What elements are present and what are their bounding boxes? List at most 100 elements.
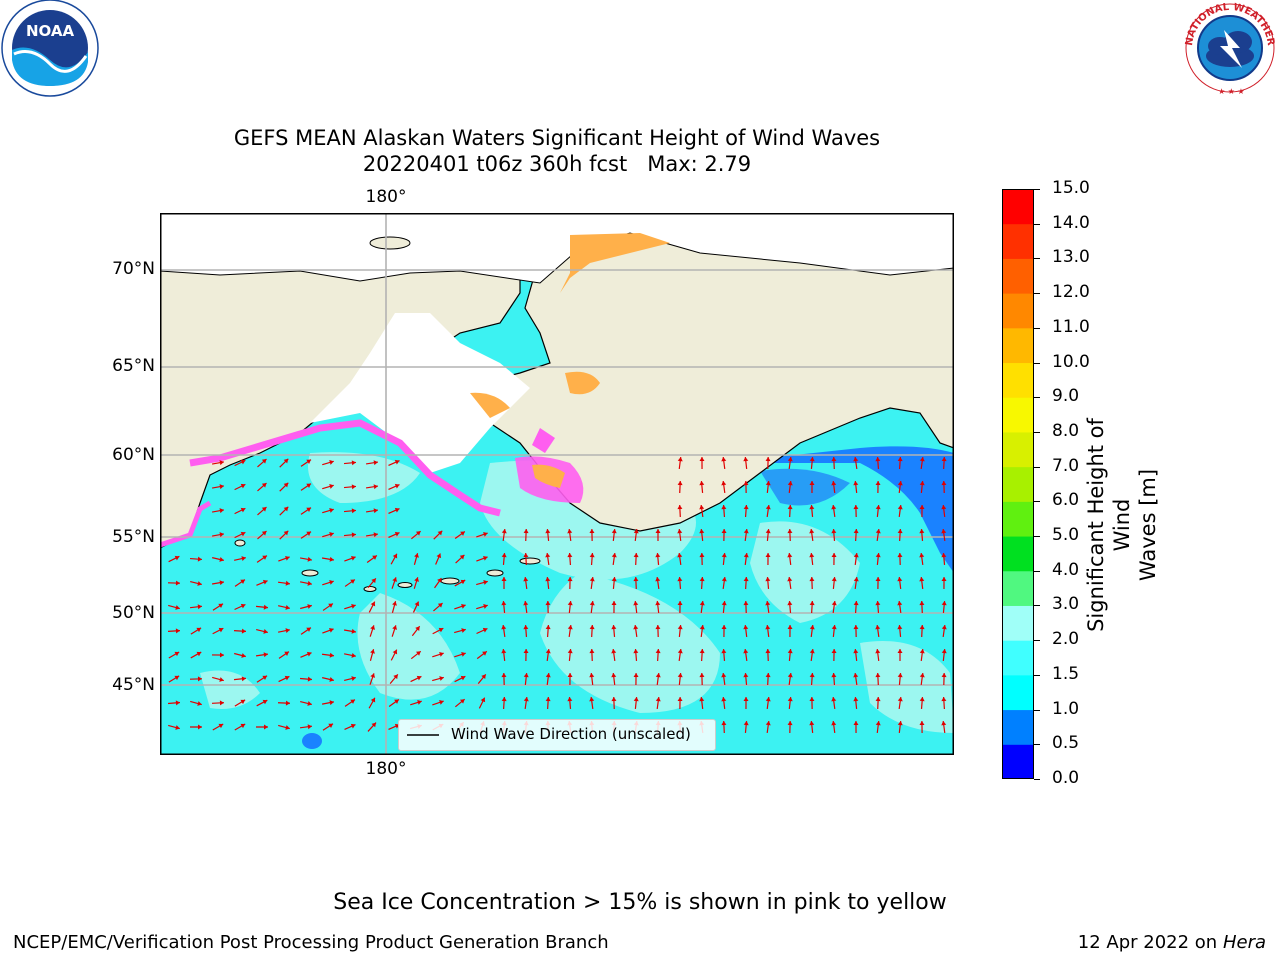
wind-wave-arrowhead bbox=[436, 553, 442, 559]
wind-wave-arrowhead bbox=[809, 697, 815, 702]
wind-wave-arrowhead bbox=[721, 697, 727, 702]
wind-wave-arrowhead bbox=[831, 625, 837, 630]
wind-wave-arrowhead bbox=[306, 627, 311, 632]
wind-wave-arrowhead bbox=[743, 529, 749, 534]
wind-wave-arrowhead bbox=[809, 625, 815, 630]
wind-wave-arrowhead bbox=[483, 531, 488, 537]
noaa-logo: NOAA bbox=[0, 0, 104, 100]
wind-wave-arrowhead bbox=[765, 553, 771, 558]
colorbar-band bbox=[1002, 466, 1034, 502]
wind-wave-arrowhead bbox=[285, 725, 290, 730]
wind-wave-arrowhead bbox=[307, 604, 312, 609]
wind-wave-arrowhead bbox=[329, 532, 334, 537]
wind-wave-arrowhead bbox=[875, 697, 881, 702]
wind-wave-arrowhead bbox=[699, 529, 705, 534]
wind-wave-arrowhead bbox=[611, 553, 617, 558]
colorbar-band bbox=[1002, 397, 1034, 433]
wind-wave-arrowhead bbox=[721, 553, 727, 558]
wind-wave-arrowhead bbox=[567, 577, 573, 582]
wind-wave-arrowhead bbox=[897, 721, 903, 726]
wind-wave-arrowhead bbox=[284, 675, 290, 681]
colorbar-band bbox=[1002, 674, 1034, 711]
wind-wave-arrowhead bbox=[765, 529, 771, 534]
wind-wave-arrowhead bbox=[197, 581, 202, 586]
wind-wave-arrowhead bbox=[351, 508, 356, 514]
wind-wave-arrowhead bbox=[501, 553, 507, 558]
wind-wave-arrowhead bbox=[831, 505, 837, 510]
colorbar-tick-label: 3.0 bbox=[1052, 594, 1080, 615]
wind-wave-arrowhead bbox=[329, 677, 334, 682]
wind-wave-arrowhead bbox=[285, 580, 290, 586]
wind-wave-arrowhead bbox=[853, 625, 859, 630]
wind-wave-arrowhead bbox=[459, 699, 465, 704]
wind-wave-arrowhead bbox=[567, 601, 573, 606]
wind-wave-arrowhead bbox=[633, 697, 639, 702]
wind-wave-arrowhead bbox=[218, 627, 224, 633]
wind-wave-arrowhead bbox=[351, 484, 356, 490]
wind-wave-arrowhead bbox=[633, 553, 639, 558]
wind-wave-arrowhead bbox=[853, 697, 859, 702]
wind-wave-arrowhead bbox=[350, 699, 355, 704]
wind-wave-arrowhead bbox=[196, 651, 202, 657]
wind-wave-arrowhead bbox=[329, 700, 334, 706]
wind-wave-arrowhead bbox=[655, 553, 661, 558]
wind-wave-arrowhead bbox=[589, 529, 595, 534]
colorbar-tick-label: 0.5 bbox=[1052, 733, 1080, 754]
wind-wave-arrowhead bbox=[480, 697, 486, 703]
wind-wave-arrowhead bbox=[699, 505, 705, 510]
bering-no-data bbox=[310, 313, 530, 473]
wind-wave-arrowhead bbox=[787, 697, 793, 702]
wind-wave-arrowhead bbox=[392, 577, 398, 582]
wind-wave-arrowhead bbox=[875, 673, 881, 678]
wind-wave-arrowhead bbox=[897, 649, 903, 654]
wind-wave-arrowhead bbox=[655, 601, 661, 606]
wind-wave-arrowhead bbox=[765, 577, 771, 582]
svg-text:★ ★ ★: ★ ★ ★ bbox=[1218, 87, 1245, 96]
wind-wave-arrowhead bbox=[392, 625, 397, 630]
wind-wave-arrowhead bbox=[351, 676, 356, 681]
wind-wave-arrowhead bbox=[721, 481, 727, 486]
wind-wave-arrowhead bbox=[831, 673, 837, 678]
wind-wave-arrowhead bbox=[787, 553, 793, 558]
wind-wave-arrowhead bbox=[787, 457, 793, 462]
wind-wave-arrowhead bbox=[611, 673, 617, 678]
wind-wave-arrowhead bbox=[743, 577, 749, 582]
wind-wave-arrowhead bbox=[743, 601, 749, 606]
wind-wave-arrowhead bbox=[501, 649, 507, 654]
wind-wave-arrowhead bbox=[589, 625, 595, 630]
wind-wave-arrowhead bbox=[263, 652, 268, 658]
wind-wave-arrowhead bbox=[545, 625, 551, 630]
wind-wave-arrowhead bbox=[831, 577, 837, 582]
wind-wave-arrowhead bbox=[219, 677, 224, 682]
wind-wave-arrowhead bbox=[897, 601, 903, 606]
wind-wave-arrowhead bbox=[897, 625, 903, 630]
wind-wave-arrowhead bbox=[677, 481, 683, 486]
colorbar-band bbox=[1002, 640, 1034, 676]
wind-wave-arrowhead bbox=[721, 673, 727, 678]
lat-label-45n: 45°N bbox=[112, 675, 155, 695]
wind-wave-arrowhead bbox=[174, 675, 180, 681]
wind-wave-arrowhead bbox=[285, 555, 290, 561]
colorbar-tick-label: 9.0 bbox=[1052, 386, 1080, 407]
wind-wave-arrowhead bbox=[809, 721, 815, 726]
wind-wave-arrowhead bbox=[677, 697, 683, 702]
wind-wave-arrowhead bbox=[765, 673, 771, 678]
wind-wave-arrowhead bbox=[809, 577, 815, 582]
wind-wave-arrowhead bbox=[611, 697, 617, 702]
wind-wave-arrowhead bbox=[307, 580, 312, 586]
colorbar-band bbox=[1002, 258, 1034, 294]
wind-wave-arrowhead bbox=[197, 556, 202, 562]
wind-wave-arrowhead bbox=[853, 529, 859, 534]
wind-wave-arrowhead bbox=[523, 553, 529, 558]
wind-wave-arrowhead bbox=[350, 723, 356, 729]
wind-wave-arrowhead bbox=[306, 531, 311, 536]
wind-wave-arrowhead bbox=[545, 601, 551, 606]
wind-wave-arrowhead bbox=[371, 578, 376, 584]
wind-wave-arrowhead bbox=[655, 577, 661, 582]
wind-wave-arrowhead bbox=[350, 579, 355, 584]
wind-wave-arrowhead bbox=[567, 673, 573, 678]
wind-wave-arrowhead bbox=[875, 721, 881, 726]
wind-wave-arrowhead bbox=[589, 577, 595, 582]
wind-wave-arrowhead bbox=[240, 483, 246, 489]
wind-wave-arrowhead bbox=[545, 553, 551, 558]
